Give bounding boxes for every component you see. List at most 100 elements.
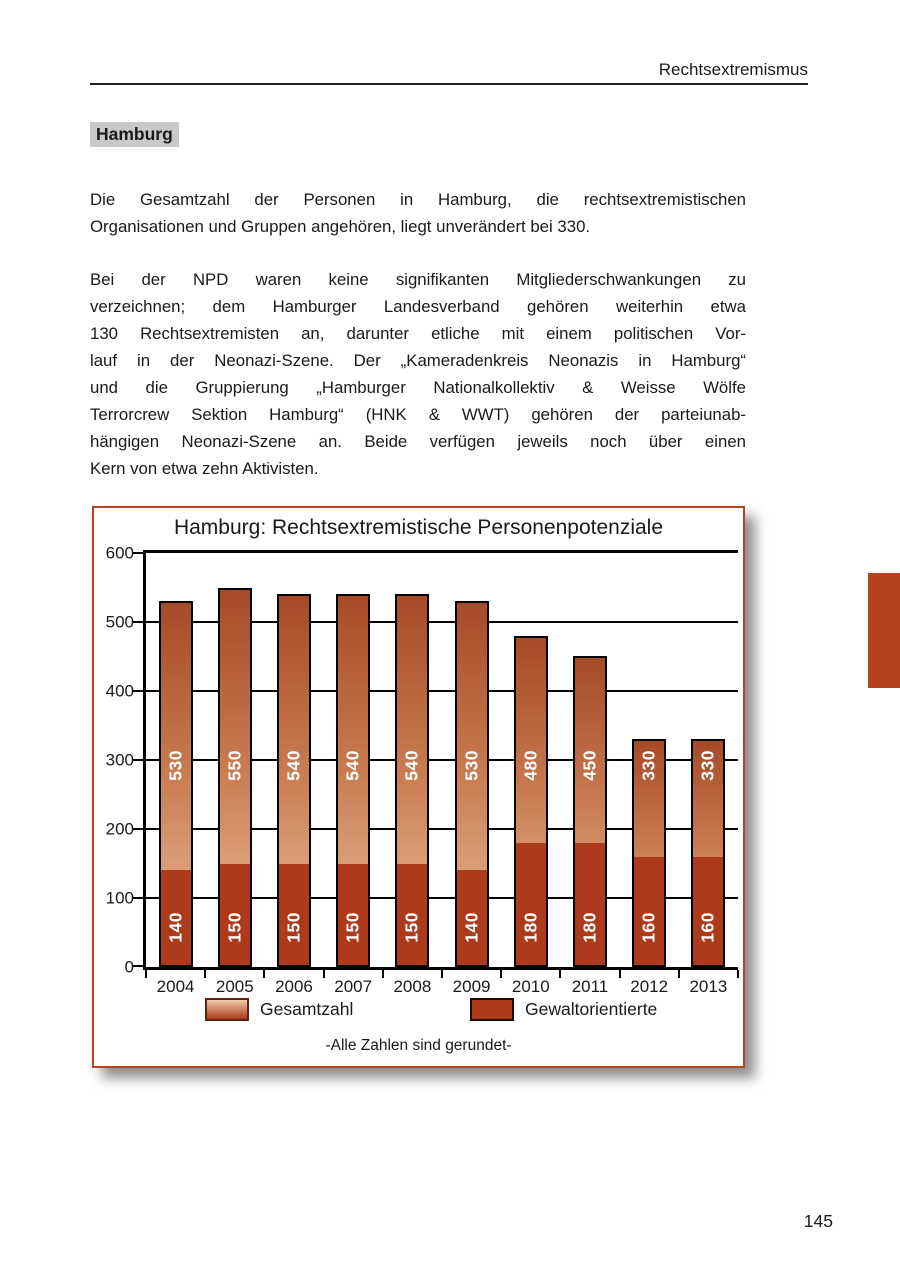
text-line: 130 Rechtsextremisten an, darunter etlic… (90, 324, 746, 343)
gridline (146, 759, 738, 761)
bar-gewaltorientierte (693, 857, 724, 965)
x-axis-label: 2005 (215, 977, 254, 996)
bar-gesamtzahl (395, 594, 430, 967)
y-axis-tick (133, 621, 143, 623)
y-axis-label: 400 (105, 681, 134, 701)
bar-value-gesamtzahl: 540 (283, 750, 304, 781)
y-axis-label: 200 (105, 819, 134, 839)
bar-group-2008: 540 150 (383, 553, 442, 967)
chart-footnote: -Alle Zahlen sind gerundet- (325, 1037, 512, 1054)
gridline (146, 690, 738, 692)
bar-group-2010: 480 180 (501, 553, 560, 967)
y-axis-label: 300 (105, 750, 134, 770)
bar-value-gesamtzahl: 330 (638, 750, 659, 781)
y-axis-tick (133, 690, 143, 692)
bar-gewaltorientierte (338, 864, 369, 965)
bar-gewaltorientierte (515, 843, 546, 965)
x-axis-label: 2004 (156, 977, 195, 996)
page-edge-tab (868, 573, 900, 688)
bar-value-gewaltorientierte: 160 (638, 912, 659, 943)
bar-value-gesamtzahl: 540 (342, 750, 363, 781)
bar-group-2012: 330 160 (620, 553, 679, 967)
bar-group-2005: 550 150 (205, 553, 264, 967)
text-line: lauf in der Neonazi-Szene. Der „Kamerade… (90, 351, 746, 370)
bar-value-gewaltorientierte: 150 (224, 912, 245, 943)
x-axis-tick (204, 970, 207, 978)
legend-item-gewaltorientierte: Gewaltorientierte (470, 998, 657, 1021)
text-line: Die Gesamtzahl der Personen in Hamburg, … (90, 190, 746, 209)
bar-value-gesamtzahl: 450 (579, 750, 600, 781)
bar-group-2006: 540 150 (264, 553, 323, 967)
bar-chart: Hamburg: Rechtsextremistische Personenpo… (92, 506, 745, 1068)
bar-gewaltorientierte (574, 843, 605, 965)
paragraph: Bei der NPD waren keine signifikanten Mi… (90, 266, 746, 482)
x-axis-label: 2006 (275, 977, 313, 996)
bar-gesamtzahl (336, 594, 371, 967)
gridline (146, 828, 738, 830)
y-axis-label: 0 (124, 957, 134, 977)
y-axis-tick (133, 828, 143, 830)
y-axis-tick (133, 897, 143, 899)
y-axis-label: 600 (105, 543, 134, 563)
legend-label-gesamtzahl: Gesamtzahl (260, 999, 354, 1019)
text-line: Bei der NPD waren keine signifikanten Mi… (90, 270, 746, 289)
x-axis-label: 2010 (511, 977, 550, 996)
text-line: Terrorcrew Sektion Hamburg“ (HNK & WWT) … (90, 405, 746, 424)
x-axis-label: 2008 (393, 977, 432, 996)
chart-plot-area: 0 100 200 300 400 500 600 530 140 2004 550 150 2005 5… (106, 545, 739, 996)
bar-value-gesamtzahl: 480 (520, 750, 541, 781)
bar-gewaltorientierte (634, 857, 665, 965)
text-line: Kern von etwa zehn Aktivisten. (90, 459, 319, 478)
bar-value-gewaltorientierte: 180 (520, 912, 541, 943)
bar-value-gesamtzahl: 330 (697, 750, 718, 781)
y-axis-label: 100 (105, 888, 134, 908)
page-number: 145 (803, 1211, 833, 1231)
bar-group-2007: 540 150 (324, 553, 383, 967)
bar-value-gesamtzahl: 530 (165, 750, 186, 781)
x-axis-label: 2012 (630, 977, 669, 996)
paragraph: Die Gesamtzahl der Personen in Hamburg, … (90, 186, 746, 240)
legend-swatch-gesamtzahl (205, 998, 249, 1021)
x-axis-tick (618, 970, 621, 978)
bar-group-2013: 330 160 (679, 553, 738, 967)
gridline (146, 897, 738, 899)
bar-gesamtzahl (454, 601, 489, 967)
bar-value-gewaltorientierte: 180 (579, 912, 600, 943)
text-line: und die Gruppierung „Hamburger Nationalk… (90, 378, 746, 397)
body-text: Die Gesamtzahl der Personen in Hamburg, … (90, 186, 746, 482)
bar-value-gesamtzahl: 540 (401, 750, 422, 781)
bar-gesamtzahl (572, 656, 607, 967)
x-axis-tick (145, 970, 147, 978)
gridline (146, 621, 738, 623)
bar-value-gewaltorientierte: 150 (401, 912, 422, 943)
bar-gesamtzahl (276, 594, 311, 967)
bar-gesamtzahl (217, 588, 252, 967)
bar-gewaltorientierte (278, 864, 309, 965)
bar-value-gewaltorientierte: 140 (165, 912, 186, 943)
x-axis-tick (737, 970, 739, 978)
text-line: verzeichnen; dem Hamburger Landesverband… (90, 297, 746, 316)
bar-value-gewaltorientierte: 150 (342, 912, 363, 943)
bar-gewaltorientierte (397, 864, 428, 965)
bar-gesamtzahl (158, 601, 193, 967)
bar-gesamtzahl (513, 636, 548, 967)
chart-title: Hamburg: Rechtsextremistische Personenpo… (173, 516, 664, 539)
bar-value-gesamtzahl: 550 (224, 750, 245, 781)
legend-item-gesamtzahl: Gesamtzahl (205, 998, 353, 1021)
bar-value-gewaltorientierte: 160 (697, 912, 718, 943)
x-axis-tick (500, 970, 503, 978)
legend-swatch-gewaltorientierte (470, 998, 514, 1021)
bar-gesamtzahl (691, 739, 726, 967)
bar-value-gewaltorientierte: 150 (283, 912, 304, 943)
y-axis-label: 500 (105, 612, 134, 632)
bar-group-2009: 530 140 (442, 553, 501, 967)
x-axis-label: 2011 (571, 977, 609, 996)
bar-value-gesamtzahl: 530 (461, 750, 482, 781)
text-line: hängigen Neonazi-Szene an. Beide verfüge… (90, 432, 746, 451)
bar-value-gewaltorientierte: 140 (461, 912, 482, 943)
y-axis-tick (133, 552, 143, 554)
bar-group-2004: 530 140 (146, 553, 205, 967)
bar-gewaltorientierte (219, 864, 250, 965)
x-axis-tick (677, 970, 680, 978)
x-axis-tick (559, 970, 562, 978)
